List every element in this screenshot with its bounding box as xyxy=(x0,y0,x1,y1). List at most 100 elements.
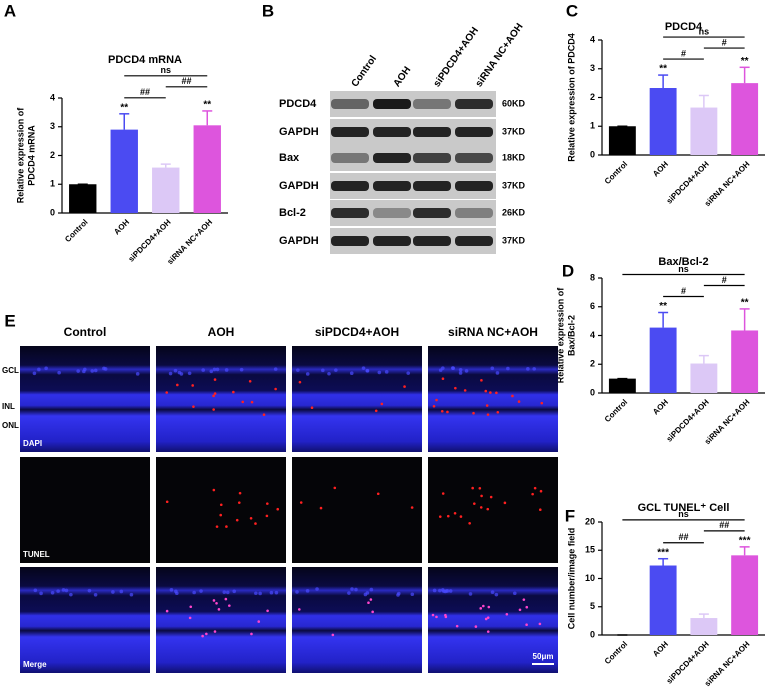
tunel-dot xyxy=(438,515,442,518)
layer-label: ONL xyxy=(2,421,19,430)
micrograph xyxy=(156,567,286,673)
tunel-dot xyxy=(479,506,483,509)
nucleus xyxy=(37,367,41,372)
nucleus xyxy=(199,589,203,593)
tunel-dot xyxy=(525,605,529,609)
y-tick-label: 3 xyxy=(50,121,55,131)
tunel-dot xyxy=(435,398,438,402)
x-tick-label: siPDCD4+AOH xyxy=(665,639,711,685)
comparison-label: ## xyxy=(719,520,729,530)
tunel-dot xyxy=(538,622,542,626)
tunel-dot xyxy=(257,620,261,623)
y-tick-label: 15 xyxy=(585,545,595,555)
comparison-label: ns xyxy=(678,509,689,519)
tunel-dot xyxy=(431,613,435,617)
y-tick-label: 4 xyxy=(590,34,595,44)
tunel-dot xyxy=(517,400,521,403)
tunel-dot xyxy=(224,597,228,601)
nucleus xyxy=(438,588,442,593)
layer-label: INL xyxy=(2,402,15,411)
x-tick-label: Control xyxy=(603,398,629,424)
y-tick-label: 0 xyxy=(590,629,595,639)
tunel-dot xyxy=(238,491,242,495)
y-tick-label: 10 xyxy=(585,573,595,583)
tunel-dot xyxy=(486,413,490,416)
blot-band xyxy=(413,181,451,191)
tunel-dot xyxy=(441,377,445,381)
bar xyxy=(731,555,759,635)
tunel-dot xyxy=(165,500,169,504)
bar xyxy=(649,327,677,393)
panel-label: B xyxy=(262,1,274,20)
y-tick-label: 4 xyxy=(50,92,55,102)
bar xyxy=(110,129,138,213)
nucleus xyxy=(135,372,140,376)
nucleus xyxy=(349,371,354,376)
tunel-dot xyxy=(503,501,507,505)
tunel-dot xyxy=(235,518,239,522)
bar xyxy=(608,378,636,393)
nucleus xyxy=(168,371,173,376)
tunel-dot xyxy=(213,378,217,381)
tunel-dot xyxy=(232,390,235,394)
y-axis-label: Relative expression of xyxy=(15,107,25,204)
blot-band xyxy=(331,99,369,109)
micrograph xyxy=(292,346,422,452)
chart-title: GCL TUNEL⁺ Cell xyxy=(638,502,730,514)
nucleus xyxy=(103,367,108,371)
nucleus xyxy=(33,588,38,593)
comparison-label: ## xyxy=(140,87,150,97)
nucleus xyxy=(305,589,310,593)
tunel-dot xyxy=(474,625,478,628)
scale-bar-label: 50μm xyxy=(533,652,554,661)
tunel-dot xyxy=(217,608,221,611)
nucleus xyxy=(438,368,443,372)
bar xyxy=(649,565,677,635)
nucleus xyxy=(56,589,60,593)
tunel-dot xyxy=(212,408,215,411)
tunel-dot xyxy=(380,402,384,406)
bar xyxy=(731,330,759,393)
nucleus xyxy=(273,367,278,371)
nucleus xyxy=(254,591,258,596)
blot-band xyxy=(455,208,493,218)
micrograph xyxy=(156,457,286,563)
tunel-dot xyxy=(376,492,380,496)
y-tick-label: 6 xyxy=(590,301,595,311)
layer-label: GCL xyxy=(2,366,19,375)
tunel-dot xyxy=(441,492,445,495)
y-axis-label: Cell number/image field xyxy=(566,528,576,630)
blot-band xyxy=(455,181,493,191)
tunel-dot xyxy=(228,604,231,607)
nucleus xyxy=(187,371,192,376)
tunel-dot xyxy=(276,507,280,511)
nucleus xyxy=(495,371,500,375)
nucleus xyxy=(201,368,206,372)
nucleus xyxy=(173,368,178,373)
y-tick-label: 2 xyxy=(590,92,595,102)
y-tick-label: 5 xyxy=(590,601,595,611)
tunel-dot xyxy=(435,615,438,619)
tunel-dot xyxy=(478,486,482,490)
tunel-dot xyxy=(533,486,537,490)
bar xyxy=(69,184,97,213)
nucleus xyxy=(369,587,374,592)
micrograph xyxy=(428,567,558,673)
micrograph xyxy=(20,457,150,563)
tunel-dot xyxy=(472,411,475,415)
blot-band xyxy=(373,99,411,109)
nucleus xyxy=(464,369,469,373)
bar xyxy=(731,83,759,155)
column-header: Control xyxy=(64,325,107,339)
comparison-label: ns xyxy=(160,65,171,75)
blot-band xyxy=(331,208,369,218)
tunel-dot xyxy=(212,488,216,492)
panel-label: A xyxy=(4,1,16,20)
nucleus xyxy=(490,366,495,371)
tunel-dot xyxy=(531,492,534,496)
x-tick-label: Control xyxy=(603,640,629,666)
tunel-dot xyxy=(446,514,450,518)
y-tick-label: 0 xyxy=(50,207,55,217)
y-tick-label: 8 xyxy=(590,272,595,282)
nucleus xyxy=(274,590,279,595)
